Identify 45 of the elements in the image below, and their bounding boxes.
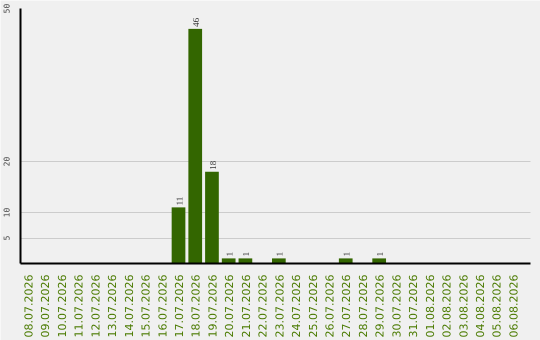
x-tick-label: 28.07.2026 [356,274,370,338]
data-label: 11 [174,196,184,206]
bar [172,207,186,264]
x-tick-label: 12.07.2026 [89,274,102,338]
x-tick-label: 13.07.2026 [106,274,120,338]
x-tick-label: 31.07.2026 [407,274,420,338]
x-tick-label: 14.07.2026 [122,274,136,338]
data-label: 46 [191,17,202,27]
x-tick-label: 21.07.2026 [240,274,253,338]
y-tick-label: 20 [2,156,12,166]
bar [205,172,219,264]
x-tick-label: 23.07.2026 [273,274,286,338]
x-tick-label: 16.07.2026 [156,274,170,338]
data-label: 1 [342,252,352,256]
y-tick-label: 10 [2,208,12,218]
x-tick-label: 18.07.2026 [190,274,203,338]
bar [188,28,202,264]
data-label: 1 [224,252,235,256]
data-label: 18 [208,160,218,170]
x-tick-label: 03.08.2026 [457,274,470,338]
x-tick-label: 25.07.2026 [306,274,320,338]
x-tick-label: 30.07.2026 [390,274,404,338]
x-tick-label: 27.07.2026 [340,274,354,338]
data-label: 1 [274,252,285,256]
x-tick-label: 20.07.2026 [223,274,236,338]
data-label: 1 [375,252,386,256]
x-tick-label: 26.07.2026 [324,274,337,338]
x-tick-label: 17.07.2026 [173,274,186,338]
x-tick-label: 10.07.2026 [56,274,69,338]
x-tick-label: 04.08.2026 [474,274,487,338]
data-label: 1 [241,252,252,256]
y-tick-label: 50 [2,4,12,14]
x-tick-label: 15.07.2026 [140,274,153,338]
x-tick-label: 09.07.2026 [39,274,52,338]
x-tick-label: 24.07.2026 [290,274,304,338]
x-tick-label: 19.07.2026 [206,274,220,338]
x-tick-label: 05.08.2026 [490,274,504,338]
x-tick-label: 02.08.2026 [440,274,454,338]
y-tick-label: 5 [2,235,12,240]
x-tick-label: 22.07.2026 [256,274,270,338]
x-tick-label: 29.07.2026 [374,274,387,338]
x-tick-label: 06.08.2026 [507,274,520,338]
x-tick-label: 01.08.2026 [424,274,437,338]
x-tick-label: 08.07.2026 [22,274,36,338]
x-tick-label: 11.07.2026 [72,274,86,338]
